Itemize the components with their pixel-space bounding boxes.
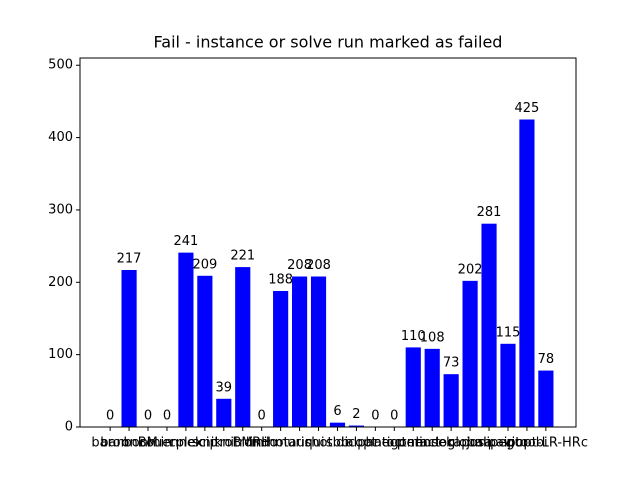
value-label: 217 xyxy=(117,251,142,266)
value-label: 73 xyxy=(443,356,460,371)
bar xyxy=(310,276,327,427)
value-label: 221 xyxy=(230,249,255,264)
x-tick-label: minotaur xyxy=(251,436,311,451)
x-tick-label: octeract xyxy=(386,436,440,451)
x-tick-label: alphaecp xyxy=(346,436,405,451)
x-tick-label: juniper xyxy=(465,436,512,451)
value-label: 208 xyxy=(287,258,312,273)
x-tick-label: couenne xyxy=(139,436,195,451)
bar xyxy=(178,252,194,427)
bar xyxy=(519,119,535,427)
bar xyxy=(235,267,251,427)
y-tick-label: 200 xyxy=(48,275,73,290)
y-tick-label: 300 xyxy=(48,202,73,217)
bar xyxy=(405,347,421,427)
value-label: 39 xyxy=(216,380,233,395)
x-tick-label: dicopt xyxy=(336,436,376,451)
x-tick-label: cplex xyxy=(169,436,204,451)
bar xyxy=(348,425,364,427)
bar xyxy=(197,275,213,427)
value-label: 0 xyxy=(144,409,152,424)
value-label: 78 xyxy=(538,352,555,367)
bar xyxy=(538,370,554,427)
value-label: 0 xyxy=(371,409,379,424)
x-tick-label: knitroRH xyxy=(215,436,271,451)
bar xyxy=(481,223,497,427)
x-tick-label: mosek xyxy=(411,436,454,451)
y-tick-label: 400 xyxy=(48,130,73,145)
value-label: 2 xyxy=(352,407,360,422)
x-tick-label: shot xyxy=(304,436,332,451)
value-label: 0 xyxy=(163,409,171,424)
value-label: 0 xyxy=(258,409,266,424)
value-label: 188 xyxy=(268,272,293,287)
plot-frame xyxy=(79,57,577,428)
bar xyxy=(292,276,308,427)
x-tick-label: baronBM xyxy=(100,436,158,451)
x-tick-label: knitroBM xyxy=(195,436,253,451)
y-tick-label: 100 xyxy=(48,347,73,362)
bar xyxy=(329,422,346,427)
bar xyxy=(216,398,232,427)
value-label: 0 xyxy=(106,409,114,424)
x-tick-label: ipopt-LR-HRc xyxy=(504,436,588,451)
value-label: 0 xyxy=(390,409,398,424)
x-tick-label: scip xyxy=(192,436,218,451)
bar xyxy=(500,343,516,427)
value-label: 425 xyxy=(515,101,540,116)
value-label: 241 xyxy=(173,234,198,249)
bar xyxy=(462,280,478,427)
value-label: 108 xyxy=(420,330,445,345)
x-tick-label: antigone xyxy=(366,436,423,451)
bar xyxy=(424,348,440,427)
x-tick-label: muriqui xyxy=(275,436,325,451)
bar xyxy=(273,290,289,427)
value-label: 202 xyxy=(458,262,483,277)
value-label: 115 xyxy=(496,325,521,340)
value-label: 209 xyxy=(192,257,217,272)
value-label: 110 xyxy=(401,329,426,344)
x-tick-label: gurobi xyxy=(506,436,547,451)
x-tick-label: pavito xyxy=(488,436,529,451)
x-tick-label: lindoglobal xyxy=(415,436,486,451)
chart-title: Fail - instance or solve run marked as f… xyxy=(154,33,503,52)
x-tick-label: raposa xyxy=(448,436,492,451)
y-tick-label: 500 xyxy=(48,58,73,73)
x-tick-label: baron xyxy=(91,436,128,451)
x-tick-label: bonmin xyxy=(124,436,173,451)
value-label: 281 xyxy=(477,205,502,220)
y-tick-label: 0 xyxy=(65,420,73,435)
bar xyxy=(121,269,137,427)
x-tick-label: lindo xyxy=(246,436,278,451)
value-label: 208 xyxy=(306,258,331,273)
value-label: 6 xyxy=(333,404,341,419)
bar xyxy=(443,374,459,427)
x-tick-label: sbb xyxy=(326,436,349,451)
